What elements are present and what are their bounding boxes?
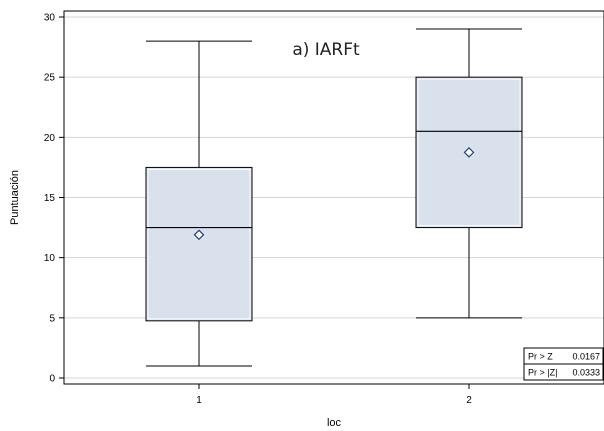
x-tick-label: 1 — [196, 395, 202, 406]
y-tick-label: 5 — [49, 313, 55, 324]
mean-marker — [463, 147, 475, 158]
mean-marker — [193, 229, 205, 241]
y-tick-label: 15 — [44, 193, 56, 204]
y-tick-label: 25 — [44, 73, 56, 84]
stats-value: 0.0333 — [572, 368, 600, 378]
stats-label: Pr > Z — [528, 352, 553, 362]
stats-value: 0.0167 — [572, 352, 600, 362]
stats-label: Pr > |Z| — [528, 368, 557, 378]
chart-title: a) IARFt — [292, 40, 360, 60]
y-tick-label: 30 — [44, 13, 56, 24]
box-group — [145, 40, 253, 367]
boxes — [145, 28, 523, 367]
iqr-box — [145, 166, 253, 322]
box-group — [415, 28, 523, 319]
stats-inset: Pr > Z 0.0167 Pr > |Z| 0.0333 — [523, 347, 604, 381]
y-tick-label: 20 — [44, 133, 56, 144]
box-inner-highlight — [147, 168, 251, 320]
x-axis-label: loc — [327, 417, 342, 429]
y-axis-label: Puntuación — [9, 170, 21, 225]
y-tick-label: 0 — [49, 373, 55, 384]
y-tick-label: 10 — [44, 253, 56, 264]
x-tick-label: 2 — [466, 395, 472, 406]
box-inner-highlight — [417, 78, 521, 227]
gridlines — [64, 16, 604, 379]
y-axis: 0 5 10 15 20 25 30 — [44, 13, 64, 384]
